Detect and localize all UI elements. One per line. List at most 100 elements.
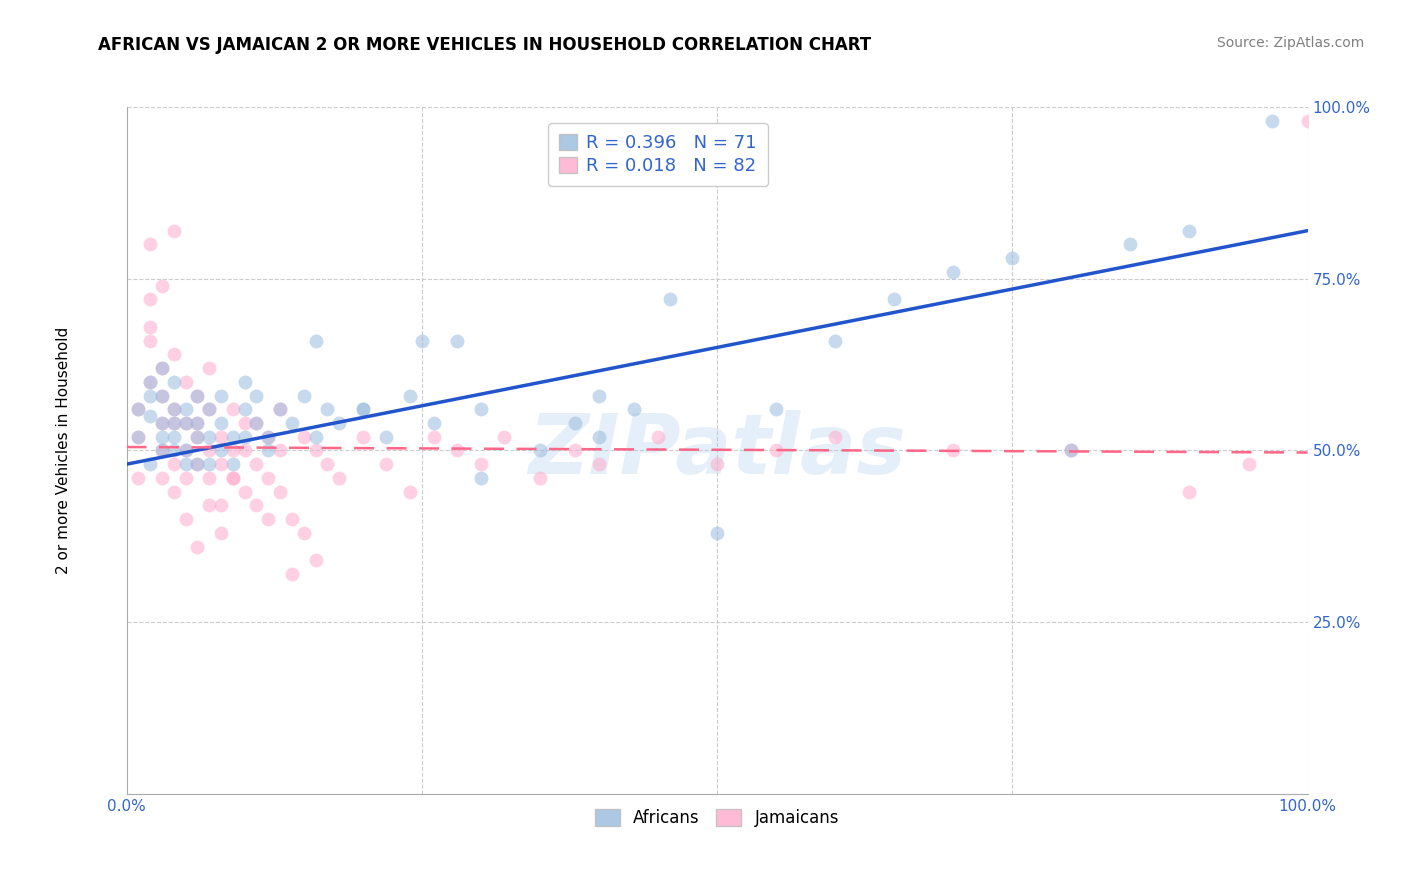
Point: [1060, 443, 1083, 458]
Point: [198, 457, 221, 471]
Point: [150, 416, 173, 430]
Point: [163, 484, 186, 499]
Point: [269, 402, 291, 417]
Point: [281, 567, 304, 582]
Point: [824, 334, 846, 348]
Point: [139, 319, 162, 334]
Point: [163, 224, 186, 238]
Point: [269, 484, 291, 499]
Point: [269, 402, 291, 417]
Point: [209, 430, 232, 444]
Y-axis label: 2 or more Vehicles in Household: 2 or more Vehicles in Household: [56, 326, 70, 574]
Point: [163, 402, 186, 417]
Point: [198, 430, 221, 444]
Point: [257, 512, 280, 526]
Point: [139, 457, 162, 471]
Point: [127, 402, 149, 417]
Point: [245, 388, 267, 402]
Point: [281, 416, 304, 430]
Point: [127, 471, 149, 485]
Point: [163, 430, 186, 444]
Point: [470, 402, 492, 417]
Point: [494, 430, 516, 444]
Point: [198, 361, 221, 376]
Point: [352, 430, 374, 444]
Point: [233, 416, 256, 430]
Point: [150, 361, 173, 376]
Point: [446, 443, 468, 458]
Point: [824, 430, 846, 444]
Point: [588, 457, 610, 471]
Point: [186, 388, 208, 402]
Point: [186, 457, 208, 471]
Point: [375, 457, 398, 471]
Point: [222, 471, 245, 485]
Point: [163, 416, 186, 430]
Point: [163, 402, 186, 417]
Point: [209, 525, 232, 540]
Point: [174, 416, 197, 430]
Text: ZIPatlas: ZIPatlas: [529, 410, 905, 491]
Point: [1261, 113, 1284, 128]
Point: [150, 443, 173, 458]
Point: [257, 430, 280, 444]
Point: [150, 443, 173, 458]
Point: [139, 334, 162, 348]
Point: [352, 402, 374, 417]
Point: [139, 293, 162, 307]
Point: [163, 457, 186, 471]
Point: [304, 430, 326, 444]
Point: [163, 375, 186, 389]
Point: [150, 278, 173, 293]
Point: [1296, 113, 1319, 128]
Point: [658, 293, 681, 307]
Point: [765, 443, 787, 458]
Point: [883, 293, 905, 307]
Point: [623, 402, 645, 417]
Point: [399, 388, 422, 402]
Point: [304, 334, 326, 348]
Point: [647, 430, 669, 444]
Point: [1178, 224, 1201, 238]
Point: [209, 499, 232, 513]
Point: [198, 471, 221, 485]
Point: [209, 388, 232, 402]
Point: [328, 471, 350, 485]
Point: [186, 457, 208, 471]
Point: [209, 416, 232, 430]
Point: [328, 416, 350, 430]
Point: [470, 471, 492, 485]
Point: [186, 416, 208, 430]
Point: [529, 471, 551, 485]
Point: [186, 388, 208, 402]
Point: [139, 375, 162, 389]
Point: [233, 430, 256, 444]
Text: AFRICAN VS JAMAICAN 2 OR MORE VEHICLES IN HOUSEHOLD CORRELATION CHART: AFRICAN VS JAMAICAN 2 OR MORE VEHICLES I…: [98, 36, 872, 54]
Point: [150, 416, 173, 430]
Point: [174, 375, 197, 389]
Point: [422, 430, 444, 444]
Point: [150, 471, 173, 485]
Point: [1178, 484, 1201, 499]
Point: [292, 430, 315, 444]
Point: [233, 443, 256, 458]
Point: [233, 402, 256, 417]
Point: [257, 443, 280, 458]
Point: [150, 388, 173, 402]
Point: [222, 471, 245, 485]
Point: [150, 430, 173, 444]
Text: Source: ZipAtlas.com: Source: ZipAtlas.com: [1216, 36, 1364, 50]
Point: [1060, 443, 1083, 458]
Point: [292, 525, 315, 540]
Point: [1119, 237, 1142, 252]
Point: [186, 416, 208, 430]
Point: [257, 430, 280, 444]
Point: [411, 334, 433, 348]
Point: [292, 388, 315, 402]
Point: [163, 347, 186, 361]
Point: [186, 430, 208, 444]
Point: [163, 416, 186, 430]
Point: [139, 388, 162, 402]
Point: [352, 402, 374, 417]
Point: [198, 402, 221, 417]
